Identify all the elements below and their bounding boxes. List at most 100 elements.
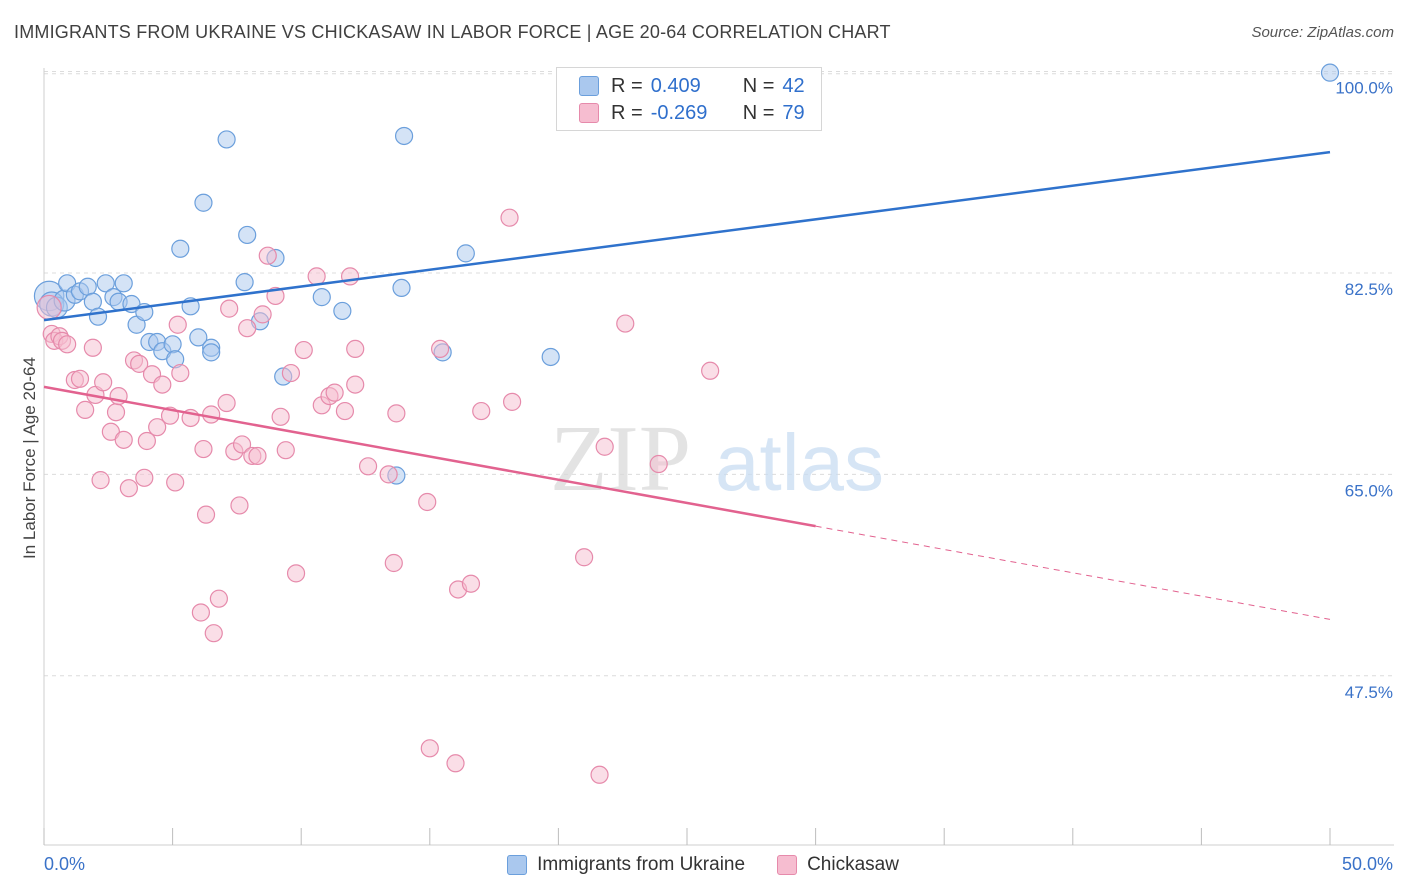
ukraine-point [1320,63,1340,82]
chickasaw-point [358,457,378,476]
chickasaw-point [276,441,295,460]
chickasaw-point [446,754,465,773]
ukraine-point [202,343,221,362]
chickasaw-point [335,401,355,421]
chickasaw-point [307,267,326,286]
chickasaw-point [230,496,249,515]
chickasaw-trend-line [43,385,816,528]
ukraine-point [114,274,133,293]
chickasaw-point [340,267,360,286]
chickasaw-point [346,375,365,394]
chickasaw-point [575,548,594,567]
trend-lines [43,150,1331,620]
legend-label-ukraine: Immigrants from Ukraine [537,854,746,875]
chickasaw-point [294,340,313,360]
ukraine-point [392,278,411,298]
y-axis-title: In Labor Force | Age 20-64 [20,357,39,559]
r-value: 0.409 [650,74,701,97]
n-label: N = [742,101,775,124]
chickasaw-point [94,373,113,392]
chickasaw-point [418,492,437,512]
chickasaw-point [420,739,439,758]
axes [43,68,1394,846]
chickasaw-point [91,471,110,490]
chickasaw-point [232,435,252,454]
chickasaw-point [500,208,519,227]
chickasaw-point [220,299,239,318]
x-tick-label: 0.0% [44,854,85,874]
ukraine-trend-line [43,150,1331,322]
ukraine-swatch-icon [579,76,599,96]
chickasaw-point [196,505,216,524]
chickasaw-trend-line [815,525,1331,620]
chickasaw-point [253,305,272,324]
ukraine-legend-icon [507,855,528,875]
chickasaw-point [248,446,267,466]
ukraine-point [88,307,108,326]
chickasaw-swatch-icon [579,103,599,123]
chickasaw-point [701,361,720,380]
stats-row-ukraine: R = 0.409 N = 42 [579,73,805,99]
ukraine-point [312,288,331,307]
chickasaw-point [266,286,285,306]
y-tick-label: 65.0% [1345,481,1393,500]
chickasaw-point [83,338,102,357]
chickasaw-point [168,315,187,334]
chart-source: Source: ZipAtlas.com [1251,24,1394,41]
chickasaw-point [346,339,365,359]
chickasaw-point [286,564,306,583]
y-tick-label: 82.5% [1345,280,1393,299]
chickasaw-point [130,354,149,373]
chickasaw-point [36,294,62,321]
chickasaw-point [387,404,406,423]
r-label: R = [611,101,643,124]
chickasaw-point [209,589,228,608]
chickasaw-point [58,335,77,354]
chickasaw-point [503,392,522,411]
chickasaw-point [649,454,668,474]
data-points [33,63,1340,784]
chickasaw-point [106,403,126,422]
ukraine-point [394,126,414,146]
chickasaw-point [281,363,301,383]
ukraine-point [217,130,236,149]
chickasaw-point [194,439,213,459]
chickasaw-point [114,430,133,449]
ukraine-point [456,244,475,263]
n-value: 42 [782,74,805,97]
legend-label-chickasaw: Chickasaw [807,854,899,875]
watermark-atlas: atlas [715,418,884,507]
y-tick-label: 100.0% [1335,79,1393,98]
chart-title: IMMIGRANTS FROM UKRAINE VS CHICKASAW IN … [14,22,891,42]
grid-lines [44,71,1394,677]
ukraine-point [171,239,190,258]
chickasaw-point [135,468,154,487]
chickasaw-legend-icon [777,855,798,875]
chickasaw-point [166,473,185,492]
chickasaw-point [171,363,190,383]
chickasaw-point [595,437,614,456]
legend: Immigrants from Ukraine Chickasaw [0,852,1406,878]
x-tick-label: 50.0% [1342,854,1393,874]
legend-item-chickasaw[interactable]: Chickasaw [777,854,899,876]
ukraine-point [96,274,115,293]
chickasaw-point [153,375,172,394]
chickasaw-point [148,418,167,437]
legend-item-ukraine[interactable]: Immigrants from Ukraine [507,854,745,876]
chickasaw-point [384,553,403,573]
chickasaw-point [137,431,156,451]
ukraine-point [194,193,213,212]
chickasaw-point [101,422,120,441]
tick-labels: 100.0% 82.5% 65.0% 47.5% 0.0% 50.0% [44,79,1393,874]
chickasaw-point [461,574,481,593]
chickasaw-point [590,765,609,784]
chickasaw-point [616,314,635,333]
ukraine-point [189,328,208,347]
chickasaw-point [271,407,290,426]
chickasaw-point [238,319,257,338]
ukraine-point [541,347,560,367]
chickasaw-point [76,400,95,420]
chickasaw-point [204,624,223,643]
ukraine-point [163,335,182,354]
